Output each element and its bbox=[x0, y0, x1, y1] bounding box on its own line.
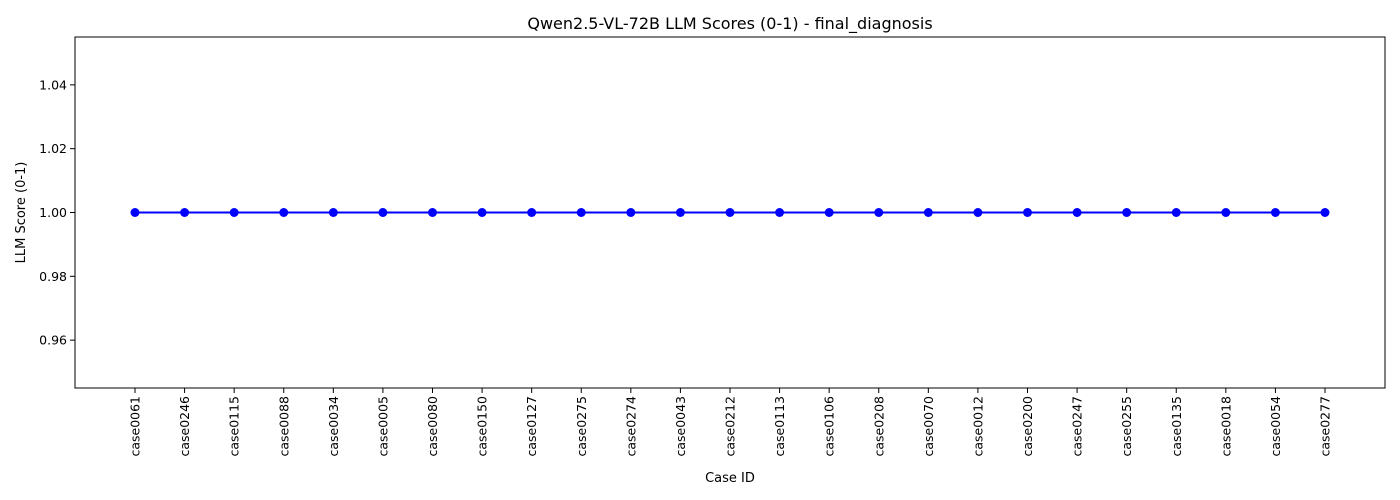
y-tick-label: 1.02 bbox=[39, 141, 67, 156]
x-tick-label: case0061 bbox=[128, 396, 143, 457]
x-tick-label: case0012 bbox=[970, 396, 985, 457]
x-tick-label: case0275 bbox=[574, 396, 589, 457]
data-point bbox=[1321, 208, 1330, 217]
x-tick-label: case0018 bbox=[1218, 396, 1233, 457]
data-point bbox=[577, 208, 586, 217]
x-axis: case0061 case0246 case0115 case0088 case0034… bbox=[128, 388, 1333, 457]
x-axis-label: Case ID bbox=[705, 471, 755, 486]
data-point bbox=[825, 208, 834, 217]
x-tick-label: case0043 bbox=[673, 396, 688, 457]
x-tick-label: case0246 bbox=[177, 396, 192, 457]
data-point bbox=[1073, 208, 1082, 217]
x-tick-label: case0212 bbox=[723, 396, 738, 457]
x-tick-label: case0247 bbox=[1070, 396, 1085, 457]
data-point bbox=[527, 208, 536, 217]
data-point bbox=[924, 208, 933, 217]
x-tick-label: case0106 bbox=[822, 396, 837, 457]
data-point bbox=[180, 208, 189, 217]
x-tick-label: case0070 bbox=[921, 396, 936, 457]
data-point bbox=[726, 208, 735, 217]
x-tick-label: case0113 bbox=[772, 396, 787, 457]
x-tick-label: case0080 bbox=[425, 396, 440, 457]
x-tick-label: case0274 bbox=[623, 396, 638, 457]
data-point bbox=[1122, 208, 1131, 217]
data-point bbox=[874, 208, 883, 217]
data-point bbox=[1271, 208, 1280, 217]
y-tick-label: 0.96 bbox=[39, 333, 67, 348]
data-point bbox=[378, 208, 387, 217]
data-point bbox=[626, 208, 635, 217]
x-tick-label: case0208 bbox=[871, 396, 886, 457]
data-point bbox=[1221, 208, 1230, 217]
x-tick-label: case0135 bbox=[1169, 396, 1184, 457]
x-tick-label: case0127 bbox=[524, 396, 539, 457]
data-point bbox=[428, 208, 437, 217]
x-tick-label: case0034 bbox=[326, 396, 341, 457]
y-tick-label: 1.04 bbox=[39, 77, 67, 92]
y-tick-label: 1.00 bbox=[39, 205, 67, 220]
chart-title: Qwen2.5-VL-72B LLM Scores (0-1) - final_… bbox=[527, 14, 932, 34]
x-tick-label: case0054 bbox=[1268, 396, 1283, 457]
x-tick-label: case0255 bbox=[1119, 396, 1134, 457]
data-point bbox=[131, 208, 140, 217]
x-tick-label: case0115 bbox=[227, 396, 242, 457]
y-axis-label: LLM Score (0-1) bbox=[14, 162, 29, 264]
data-point bbox=[775, 208, 784, 217]
data-point bbox=[329, 208, 338, 217]
data-point bbox=[676, 208, 685, 217]
y-axis: 0.96 0.98 1.00 1.02 1.04 bbox=[39, 77, 75, 347]
y-tick-label: 0.98 bbox=[39, 269, 67, 284]
data-point bbox=[1172, 208, 1181, 217]
x-tick-label: case0277 bbox=[1318, 396, 1333, 457]
data-point bbox=[478, 208, 487, 217]
x-tick-label: case0005 bbox=[375, 396, 390, 457]
data-point bbox=[279, 208, 288, 217]
data-point bbox=[230, 208, 239, 217]
x-tick-label: case0200 bbox=[1020, 396, 1035, 457]
x-tick-label: case0088 bbox=[276, 396, 291, 457]
data-point bbox=[973, 208, 982, 217]
data-point bbox=[1023, 208, 1032, 217]
x-tick-label: case0150 bbox=[475, 396, 490, 457]
